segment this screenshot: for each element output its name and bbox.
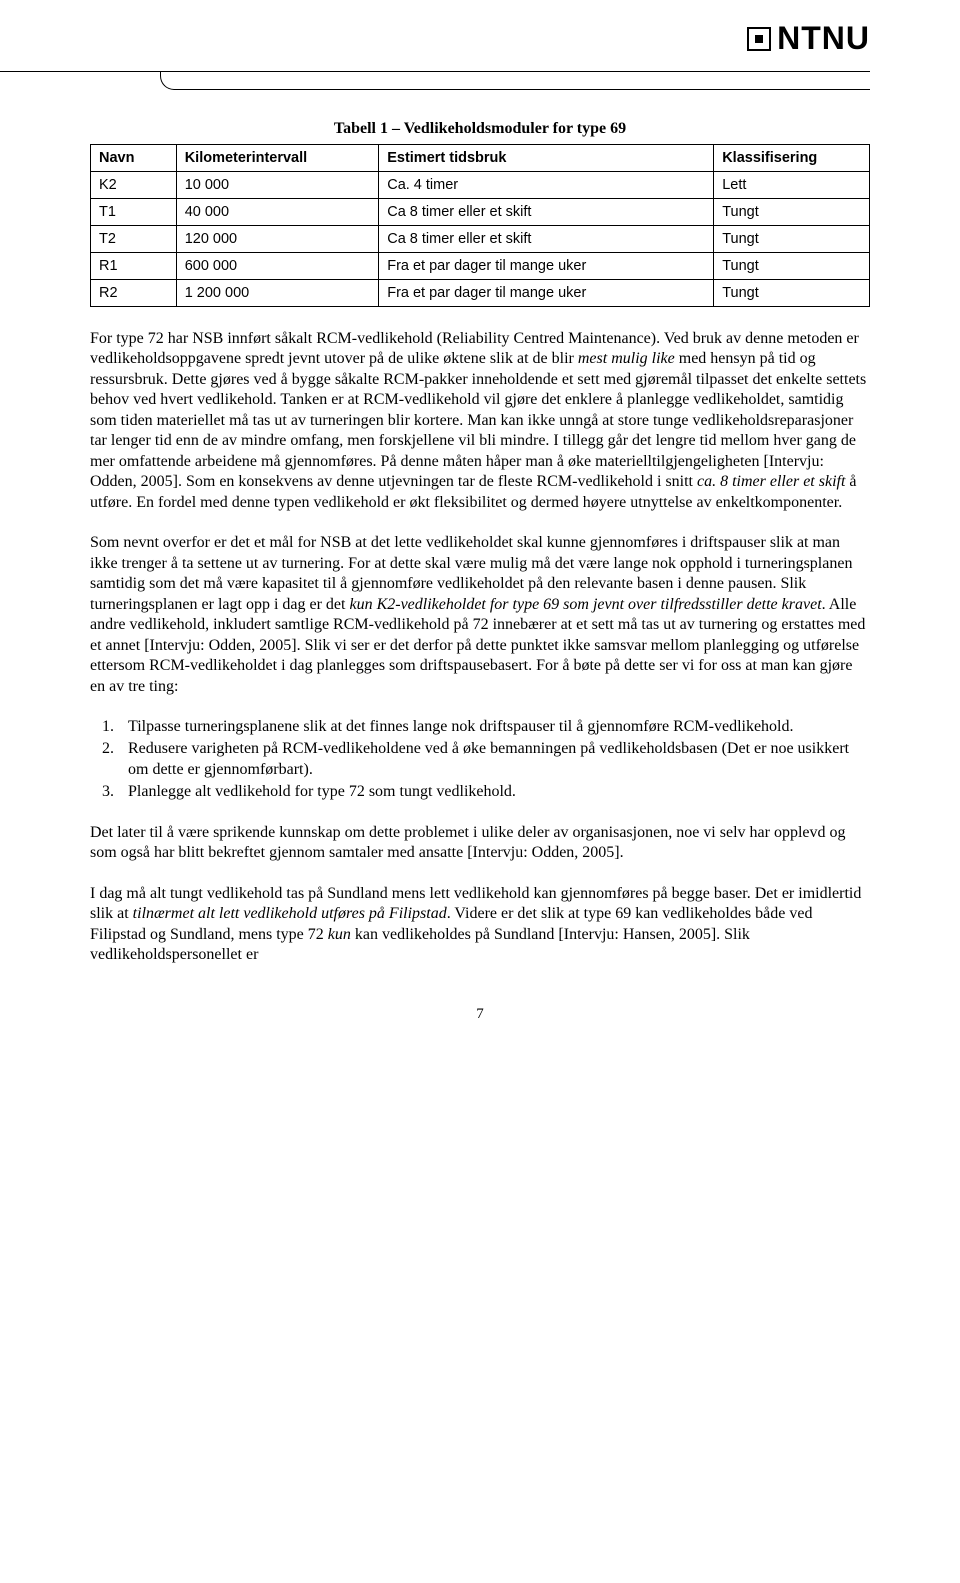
col-header-km: Kilometerintervall bbox=[176, 145, 379, 172]
italic-text: kun bbox=[328, 926, 351, 943]
paragraph-2: Som nevnt overfor er det et mål for NSB … bbox=[90, 533, 870, 697]
paragraph-3: Det later til å være sprikende kunnskap … bbox=[90, 823, 870, 864]
cell: Tungt bbox=[714, 226, 870, 253]
col-header-tid: Estimert tidsbruk bbox=[379, 145, 714, 172]
text: med hensyn på tid og ressursbruk. Dette … bbox=[90, 350, 866, 490]
list-item: Planlegge alt vedlikehold for type 72 so… bbox=[118, 782, 870, 802]
header-rule-top bbox=[0, 71, 870, 72]
cell: Fra et par dager til mange uker bbox=[379, 280, 714, 307]
cell: 120 000 bbox=[176, 226, 379, 253]
cell: T2 bbox=[91, 226, 177, 253]
table-row: T1 40 000 Ca 8 timer eller et skift Tung… bbox=[91, 199, 870, 226]
cell: K2 bbox=[91, 172, 177, 199]
cell: Ca 8 timer eller et skift bbox=[379, 226, 714, 253]
paragraph-4: I dag må alt tungt vedlikehold tas på Su… bbox=[90, 884, 870, 966]
table-row: R1 600 000 Fra et par dager til mange uk… bbox=[91, 253, 870, 280]
cell: 40 000 bbox=[176, 199, 379, 226]
table-row: R2 1 200 000 Fra et par dager til mange … bbox=[91, 280, 870, 307]
page-header: NTNU bbox=[90, 20, 870, 90]
list-item: Tilpasse turneringsplanene slik at det f… bbox=[118, 717, 870, 737]
maintenance-table: Navn Kilometerintervall Estimert tidsbru… bbox=[90, 144, 870, 307]
cell: 1 200 000 bbox=[176, 280, 379, 307]
ntnu-logo-text: NTNU bbox=[777, 20, 870, 57]
cell: T1 bbox=[91, 199, 177, 226]
ntnu-logo: NTNU bbox=[747, 20, 870, 57]
col-header-kl: Klassifisering bbox=[714, 145, 870, 172]
cell: 600 000 bbox=[176, 253, 379, 280]
col-header-navn: Navn bbox=[91, 145, 177, 172]
list-item: Redusere varigheten på RCM-vedlikeholden… bbox=[118, 739, 870, 780]
table-row: T2 120 000 Ca 8 timer eller et skift Tun… bbox=[91, 226, 870, 253]
table-caption: Tabell 1 – Vedlikeholdsmoduler for type … bbox=[90, 120, 870, 138]
header-rule-curve bbox=[160, 72, 280, 90]
italic-text: tilnærmet alt lett vedlikehold utføres p… bbox=[133, 905, 447, 922]
paragraph-1: For type 72 har NSB innført såkalt RCM-v… bbox=[90, 329, 870, 513]
cell: Ca 8 timer eller et skift bbox=[379, 199, 714, 226]
italic-text: mest mulig like bbox=[578, 350, 675, 367]
cell: Fra et par dager til mange uker bbox=[379, 253, 714, 280]
cell: R2 bbox=[91, 280, 177, 307]
cell: 10 000 bbox=[176, 172, 379, 199]
cell: Ca. 4 timer bbox=[379, 172, 714, 199]
page-number: 7 bbox=[90, 1006, 870, 1023]
table-row: K2 10 000 Ca. 4 timer Lett bbox=[91, 172, 870, 199]
cell: R1 bbox=[91, 253, 177, 280]
cell: Tungt bbox=[714, 280, 870, 307]
table-header-row: Navn Kilometerintervall Estimert tidsbru… bbox=[91, 145, 870, 172]
italic-text: ca. 8 timer eller et skift bbox=[697, 473, 845, 490]
cell: Lett bbox=[714, 172, 870, 199]
ntnu-logo-icon bbox=[747, 27, 771, 51]
numbered-list: Tilpasse turneringsplanene slik at det f… bbox=[90, 717, 870, 803]
cell: Tungt bbox=[714, 253, 870, 280]
cell: Tungt bbox=[714, 199, 870, 226]
italic-text: kun K2-vedlikeholdet for type 69 som jev… bbox=[349, 596, 821, 613]
header-rule-bottom bbox=[278, 89, 870, 90]
